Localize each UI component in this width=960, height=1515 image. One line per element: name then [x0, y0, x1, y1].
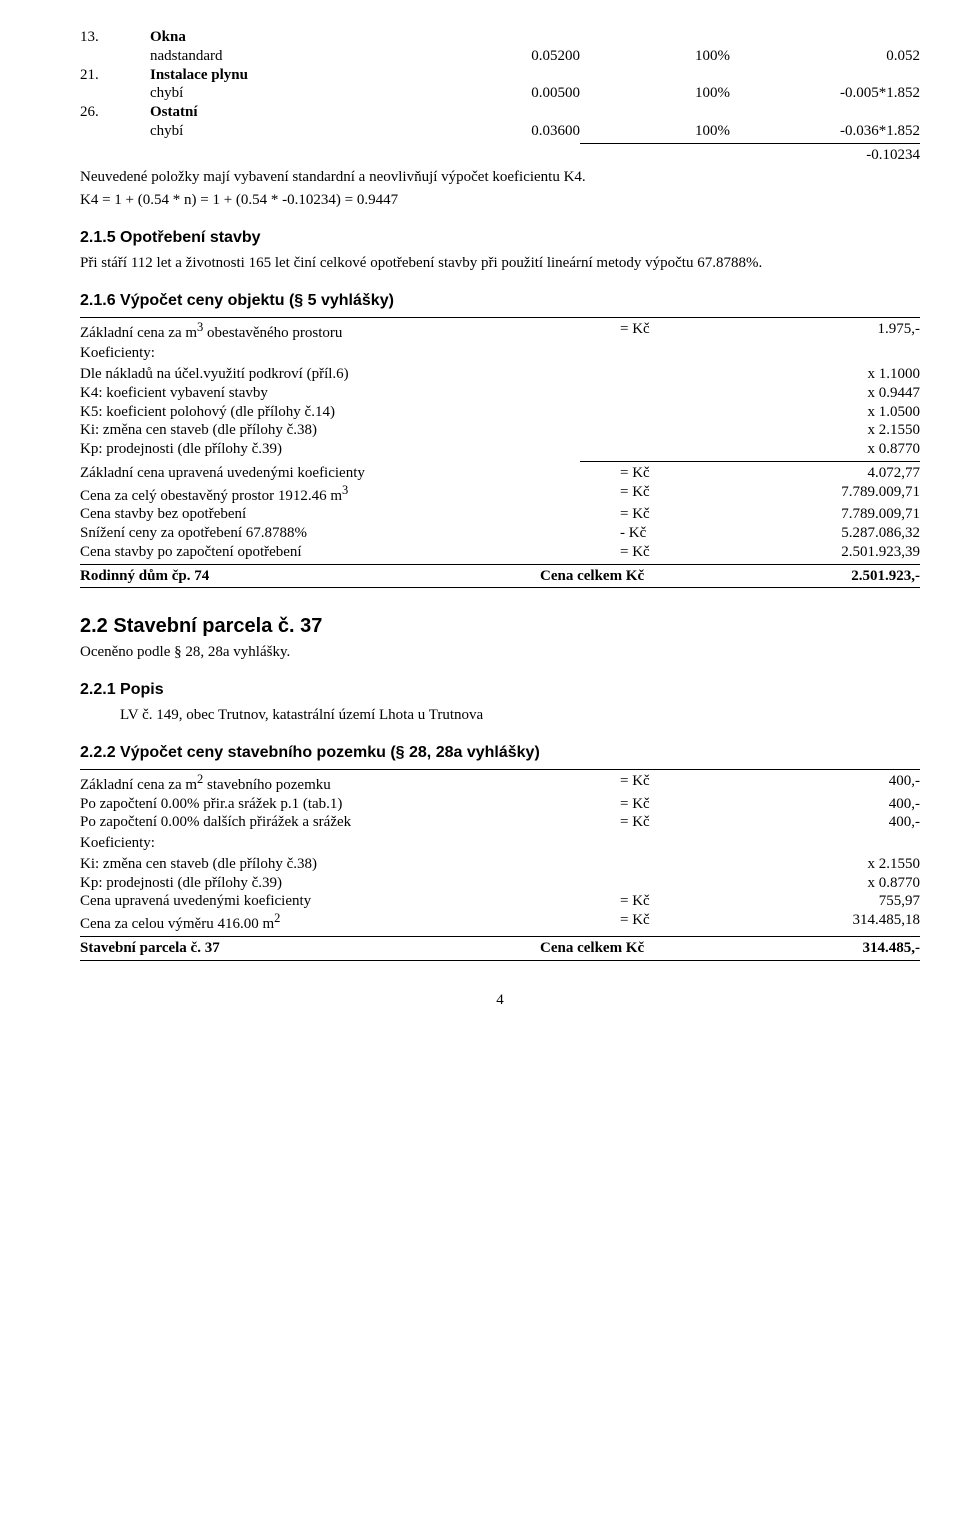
total-row-2: Stavební parcela č. 37 Cena celkem Kč 31…	[80, 939, 920, 958]
item-v2: 100%	[610, 84, 760, 103]
item-num: 21.	[80, 66, 150, 85]
divider	[80, 587, 920, 588]
result-row: Cena stavby po započtení opotřebení= Kč2…	[80, 543, 920, 562]
item-v2: 100%	[610, 122, 760, 141]
item-v3: -0.005*1.852	[760, 84, 920, 103]
section-22-sub: Oceněno podle § 28, 28a vyhlášky.	[80, 643, 920, 662]
section-222-title: 2.2.2 Výpočet ceny stavebního pozemku (§…	[80, 743, 920, 763]
calc-row: Základní cena za m3 obestavěného prostor…	[80, 320, 920, 343]
koef-row: Dle nákladů na účel.využití podkroví (př…	[80, 365, 920, 384]
total-row: Rodinný dům čp. 74 Cena celkem Kč 2.501.…	[80, 567, 920, 586]
page-number: 4	[80, 991, 920, 1010]
item-sub: chybí	[150, 122, 440, 141]
neuvedene-text: Neuvedené položky mají vybavení standard…	[80, 168, 920, 187]
divider	[80, 936, 920, 937]
pozemek-result-row: Cena za celou výměru 416.00 m2= Kč314.48…	[80, 911, 920, 934]
koef-row: Kp: prodejnosti (dle přílohy č.39)x 0.87…	[80, 874, 920, 893]
item-v3: -0.036*1.852	[760, 122, 920, 141]
pozemek-result-row: Cena upravená uvedenými koeficienty= Kč7…	[80, 892, 920, 911]
item-v3: 0.052	[760, 47, 920, 66]
sum-value: -0.10234	[760, 146, 920, 165]
items-block: 13. Okna nadstandard 0.05200 100% 0.052 …	[80, 28, 920, 141]
item-v1: 0.03600	[440, 122, 610, 141]
result-row: Snížení ceny za opotřebení 67.8788%- Kč5…	[80, 524, 920, 543]
divider	[580, 461, 920, 462]
section-215-title: 2.1.5 Opotřebení stavby	[80, 228, 920, 248]
koef-label: Koeficienty:	[80, 344, 920, 363]
koef-row: K4: koeficient vybavení stavbyx 0.9447	[80, 384, 920, 403]
divider	[80, 769, 920, 770]
pozemek-row: Po započtení 0.00% dalších přirážek a sr…	[80, 813, 920, 832]
section-216-title: 2.1.6 Výpočet ceny objektu (§ 5 vyhlášky…	[80, 291, 920, 311]
koef-row: K5: koeficient polohový (dle přílohy č.1…	[80, 403, 920, 422]
item-title: Instalace plynu	[150, 66, 440, 85]
item-title: Okna	[150, 28, 440, 47]
pozemek-row: Po započtení 0.00% přir.a srážek p.1 (ta…	[80, 795, 920, 814]
divider	[80, 317, 920, 318]
result-row: Cena stavby bez opotřebení= Kč7.789.009,…	[80, 505, 920, 524]
result-row: Základní cena upravená uvedenými koefici…	[80, 464, 920, 483]
result-row: Cena za celý obestavěný prostor 1912.46 …	[80, 483, 920, 506]
section-22-title: 2.2 Stavební parcela č. 37	[80, 614, 920, 639]
section-215-body: Při stáří 112 let a životnosti 165 let č…	[80, 254, 920, 273]
item-v1: 0.05200	[440, 47, 610, 66]
divider	[580, 143, 920, 144]
koef-label-2: Koeficienty:	[80, 834, 920, 853]
divider	[80, 960, 920, 961]
koef-row: Kp: prodejnosti (dle přílohy č.39)x 0.87…	[80, 440, 920, 459]
koef-row: Ki: změna cen staveb (dle přílohy č.38)x…	[80, 855, 920, 874]
item-sub: nadstandard	[150, 47, 440, 66]
section-221-body: LV č. 149, obec Trutnov, katastrální úze…	[80, 706, 920, 725]
item-num: 26.	[80, 103, 150, 122]
section-221-title: 2.2.1 Popis	[80, 680, 920, 700]
k4-formula: K4 = 1 + (0.54 * n) = 1 + (0.54 * -0.102…	[80, 191, 920, 210]
item-v2: 100%	[610, 47, 760, 66]
item-v1: 0.00500	[440, 84, 610, 103]
item-title: Ostatní	[150, 103, 440, 122]
koef-row: Ki: změna cen staveb (dle přílohy č.38)x…	[80, 421, 920, 440]
pozemek-row: Základní cena za m2 stavebního pozemku= …	[80, 772, 920, 795]
divider	[80, 564, 920, 565]
item-sub: chybí	[150, 84, 440, 103]
item-num: 13.	[80, 28, 150, 47]
